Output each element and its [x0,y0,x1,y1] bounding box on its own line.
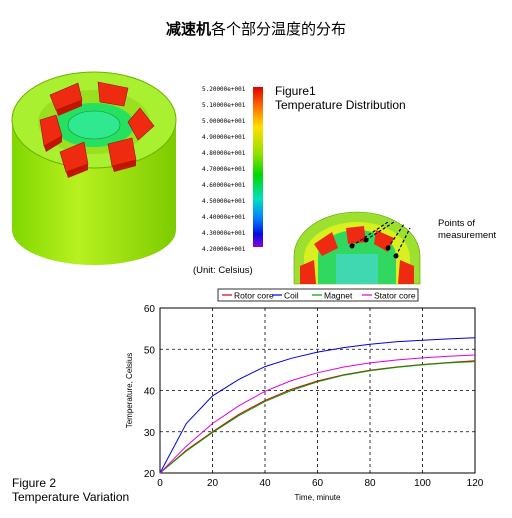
y-tick-label: 50 [144,345,156,356]
page-title: 减速机各个部分温度的分布 [165,21,347,38]
color-scale-labels: 5.20000e+001 5.10000e+001 5.00000e+001 4.90… [202,86,252,256]
temperature-color-scale [253,87,263,247]
x-tick-label: 100 [414,478,431,489]
x-tick-label: 60 [312,478,324,489]
color-scale-tick-label: 5.20000e+001 [202,86,246,93]
color-scale-tick-label: 4.60000e+001 [202,182,246,189]
x-tick-label: 80 [364,478,376,489]
unit-label: (Unit: Celsius) [193,265,253,276]
series-line-magnet [159,361,476,474]
x-tick-label: 120 [467,478,484,489]
x-tick-label: 20 [207,478,219,489]
figure1-label: Figure1 [275,84,316,98]
y-tick-label: 30 [144,428,156,439]
color-scale-tick-label: 5.10000e+001 [202,102,246,109]
color-scale-tick-label: 4.20000e+001 [202,246,246,253]
y-tick-label: 20 [144,469,156,480]
color-scale-tick-label: 4.90000e+001 [202,134,246,141]
cross-section-diagram [293,211,421,285]
figure2-label: Figure 2 [12,476,57,490]
series-line-coil [159,337,476,474]
color-scale-tick-label: 4.70000e+001 [202,166,246,173]
motor-3d-model [11,71,177,265]
color-scale-tick-label: 4.80000e+001 [202,150,246,157]
color-scale-tick-label: 4.30000e+001 [202,230,246,237]
x-tick-label: 0 [157,478,163,489]
legend-entry: Stator core [374,291,416,301]
x-tick-label: 40 [259,478,271,489]
measurement-points-label: Points of measurement [438,218,497,241]
series-line-stator-core [159,354,476,474]
x-axis-label: Time, minute [295,493,341,502]
color-scale-tick-label: 5.00000e+001 [202,118,246,125]
y-axis-label: Temperature, Celsius [125,353,134,429]
y-tick-label: 60 [144,304,156,315]
legend-entry: Magnet [324,291,353,301]
figure2-caption: Temperature Variation [12,490,130,504]
color-scale-tick-label: 4.40000e+001 [202,214,246,221]
legend-entry: Rotor core [234,291,274,301]
legend-entry: Coil [284,291,299,301]
color-scale-tick-label: 4.50000e+001 [202,198,246,205]
y-tick-label: 40 [144,387,156,398]
figure1-caption: Temperature Distribution [275,98,406,112]
